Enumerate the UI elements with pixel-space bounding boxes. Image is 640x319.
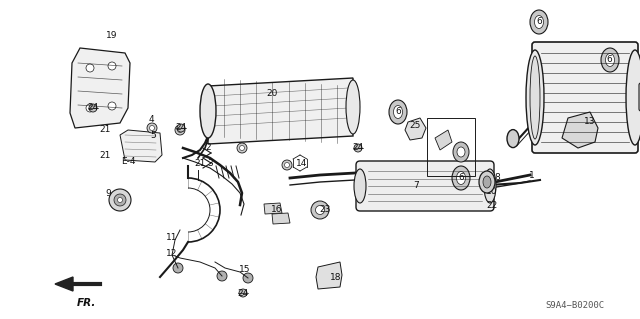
Circle shape: [173, 263, 183, 273]
Polygon shape: [120, 130, 162, 162]
Circle shape: [177, 124, 185, 132]
Text: 6: 6: [395, 108, 401, 116]
Text: 2: 2: [205, 144, 211, 152]
Circle shape: [177, 128, 182, 132]
Ellipse shape: [109, 189, 131, 211]
FancyBboxPatch shape: [356, 161, 494, 211]
Circle shape: [89, 104, 97, 112]
Circle shape: [282, 160, 292, 170]
Circle shape: [316, 205, 324, 214]
Circle shape: [108, 62, 116, 70]
Ellipse shape: [507, 130, 519, 148]
Ellipse shape: [601, 48, 619, 72]
Ellipse shape: [456, 172, 465, 184]
Polygon shape: [272, 213, 290, 224]
Polygon shape: [405, 118, 426, 140]
Circle shape: [147, 123, 157, 133]
Ellipse shape: [526, 50, 544, 145]
Text: S9A4−B0200C: S9A4−B0200C: [545, 300, 605, 309]
Text: 9: 9: [105, 189, 111, 197]
Circle shape: [237, 143, 247, 153]
Text: 8: 8: [494, 174, 500, 182]
Text: 7: 7: [413, 181, 419, 189]
Circle shape: [108, 102, 116, 110]
Circle shape: [285, 162, 289, 167]
Text: 15: 15: [239, 265, 251, 275]
Ellipse shape: [484, 169, 496, 203]
Text: E-4: E-4: [121, 158, 135, 167]
Ellipse shape: [457, 147, 465, 157]
Text: 12: 12: [166, 249, 178, 258]
Ellipse shape: [389, 100, 407, 124]
Polygon shape: [55, 277, 73, 291]
Ellipse shape: [530, 56, 540, 139]
Ellipse shape: [479, 171, 495, 193]
Circle shape: [86, 104, 94, 112]
Ellipse shape: [118, 197, 122, 203]
Text: 23: 23: [319, 205, 331, 214]
Ellipse shape: [453, 142, 469, 162]
Text: 25: 25: [410, 121, 420, 130]
FancyBboxPatch shape: [532, 42, 638, 153]
Text: 16: 16: [271, 205, 283, 214]
Ellipse shape: [483, 176, 491, 188]
Text: 1: 1: [529, 170, 535, 180]
Text: 24: 24: [353, 144, 364, 152]
Circle shape: [243, 273, 253, 283]
Ellipse shape: [200, 84, 216, 138]
Ellipse shape: [534, 16, 543, 28]
Text: 6: 6: [606, 56, 612, 64]
Circle shape: [175, 125, 185, 135]
Ellipse shape: [394, 106, 403, 118]
Text: 6: 6: [458, 174, 464, 182]
Ellipse shape: [626, 50, 640, 145]
Text: 3: 3: [207, 159, 213, 167]
Circle shape: [311, 201, 329, 219]
Text: 21: 21: [195, 159, 205, 167]
Ellipse shape: [346, 80, 360, 134]
Text: 10: 10: [486, 188, 498, 197]
Ellipse shape: [605, 54, 614, 66]
Text: 20: 20: [266, 88, 278, 98]
FancyBboxPatch shape: [639, 83, 640, 111]
Circle shape: [239, 145, 244, 151]
Text: 24: 24: [237, 288, 248, 298]
Text: 21: 21: [99, 151, 111, 160]
Text: 19: 19: [106, 31, 118, 40]
Circle shape: [86, 64, 94, 72]
Text: 24: 24: [88, 103, 99, 113]
Text: 13: 13: [584, 117, 596, 127]
Text: 4: 4: [148, 115, 154, 124]
Ellipse shape: [354, 169, 366, 203]
Ellipse shape: [452, 166, 470, 190]
Ellipse shape: [530, 10, 548, 34]
Ellipse shape: [114, 194, 126, 206]
Circle shape: [217, 271, 227, 281]
Polygon shape: [435, 130, 452, 150]
Polygon shape: [208, 78, 353, 144]
Circle shape: [354, 144, 362, 152]
Polygon shape: [70, 48, 130, 128]
Text: 21: 21: [99, 125, 111, 135]
Text: 14: 14: [296, 159, 308, 167]
Polygon shape: [316, 262, 342, 289]
Polygon shape: [264, 203, 282, 214]
Text: 6: 6: [536, 18, 542, 26]
Text: 22: 22: [486, 201, 498, 210]
Text: 18: 18: [330, 272, 342, 281]
Polygon shape: [562, 112, 598, 148]
Text: 24: 24: [175, 123, 187, 132]
Circle shape: [150, 125, 154, 130]
Circle shape: [239, 289, 247, 297]
Text: 11: 11: [166, 234, 178, 242]
Text: 5: 5: [150, 130, 156, 139]
Text: FR.: FR.: [77, 298, 97, 308]
